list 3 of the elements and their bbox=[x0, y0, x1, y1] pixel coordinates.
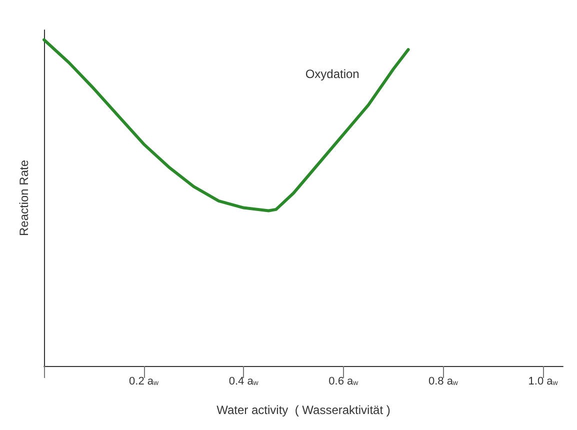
annotation: Oxydation bbox=[305, 67, 360, 81]
x-axis-title: Water activity ( Wasseraktivität ) bbox=[216, 403, 390, 417]
y-axis-title: Reaction Rate bbox=[17, 160, 31, 236]
